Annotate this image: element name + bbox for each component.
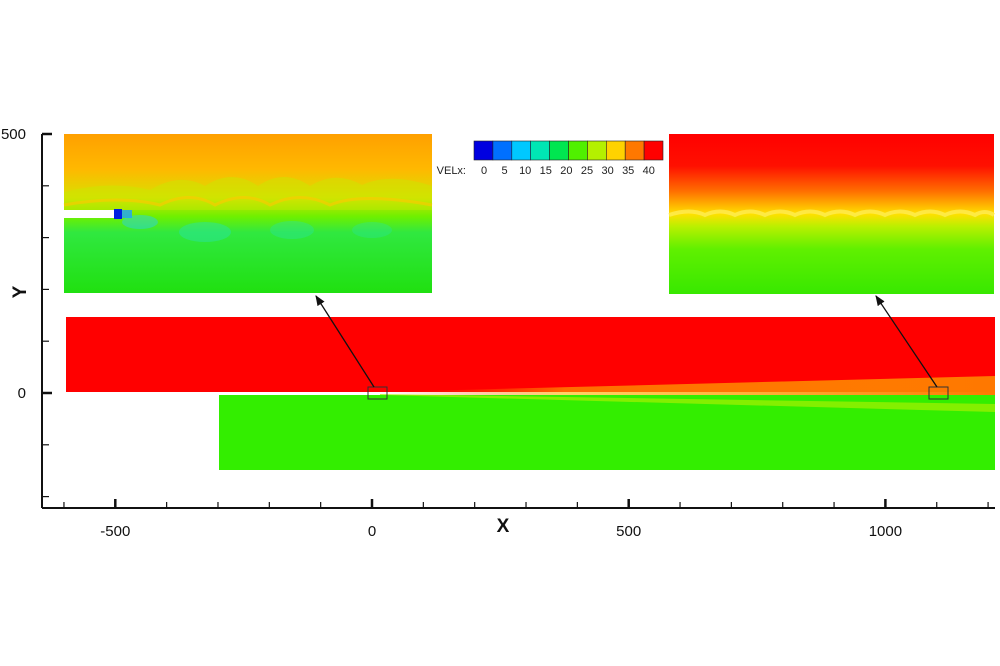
colorbar-tick-label: 30 — [601, 165, 613, 177]
x-tick-label: 500 — [616, 523, 641, 540]
colorbar-tick-label: 15 — [540, 165, 552, 177]
colorbar-swatch — [605, 140, 626, 161]
contour-field — [66, 317, 995, 470]
colorbar-swatch — [492, 140, 513, 161]
colorbar-tick-label: 20 — [560, 165, 572, 177]
mixing-layer-wedge — [380, 394, 995, 412]
axis-ticks: -500 0 500 1000 0 500 — [1, 126, 989, 540]
colorbar-swatch — [473, 140, 494, 161]
x-tick-label: -500 — [100, 523, 130, 540]
colorbar-swatch — [643, 140, 664, 161]
y-axis-title: Y — [10, 285, 31, 298]
x-axis-title: X — [497, 516, 510, 537]
colorbar-swatch — [568, 140, 588, 161]
colorbar-swatch — [530, 140, 550, 161]
x-tick-label: 1000 — [869, 523, 902, 540]
y-tick-label: 500 — [1, 126, 26, 143]
arrow-near-field — [315, 295, 375, 388]
colorbar: 0 5 10 15 20 25 30 35 40 — [473, 140, 664, 177]
zoom-box-far — [928, 386, 949, 400]
colorbar-variable-label: VELx: — [437, 165, 466, 177]
inset-near-field — [63, 134, 433, 293]
arrow-far-field — [875, 295, 938, 388]
colorbar-tick-label: 40 — [643, 165, 655, 177]
zoom-box-near — [367, 386, 388, 400]
y-tick-label: 0 — [18, 385, 26, 402]
upper-stream-region — [66, 317, 995, 392]
colorbar-tick-label: 0 — [481, 165, 487, 177]
inset-far-field — [668, 134, 996, 294]
colorbar-tick-label: 35 — [622, 165, 634, 177]
x-tick-label: 0 — [368, 523, 376, 540]
splitter-plate — [64, 210, 116, 218]
colorbar-swatch — [624, 140, 645, 161]
colorbar-tick-label: 25 — [581, 165, 593, 177]
colorbar-swatch — [587, 140, 607, 161]
colorbar-tick-label: 10 — [519, 165, 531, 177]
colorbar-swatch — [511, 140, 531, 161]
colorbar-swatch — [549, 140, 569, 161]
colorbar-tick-label: 5 — [502, 165, 508, 177]
